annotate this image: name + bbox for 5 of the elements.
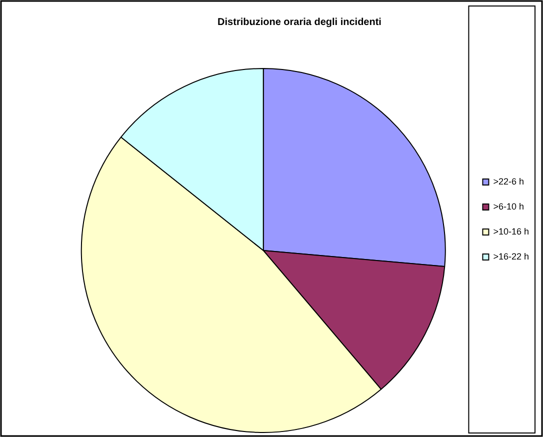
chart-title: Distribuzione oraria degli incidenti xyxy=(218,16,382,28)
legend-label: >22-6 h xyxy=(493,176,524,186)
legend-label: >6-10 h xyxy=(493,201,524,212)
legend-label: >16-22 h xyxy=(493,251,529,262)
legend-label: >10-16 h xyxy=(493,226,529,236)
